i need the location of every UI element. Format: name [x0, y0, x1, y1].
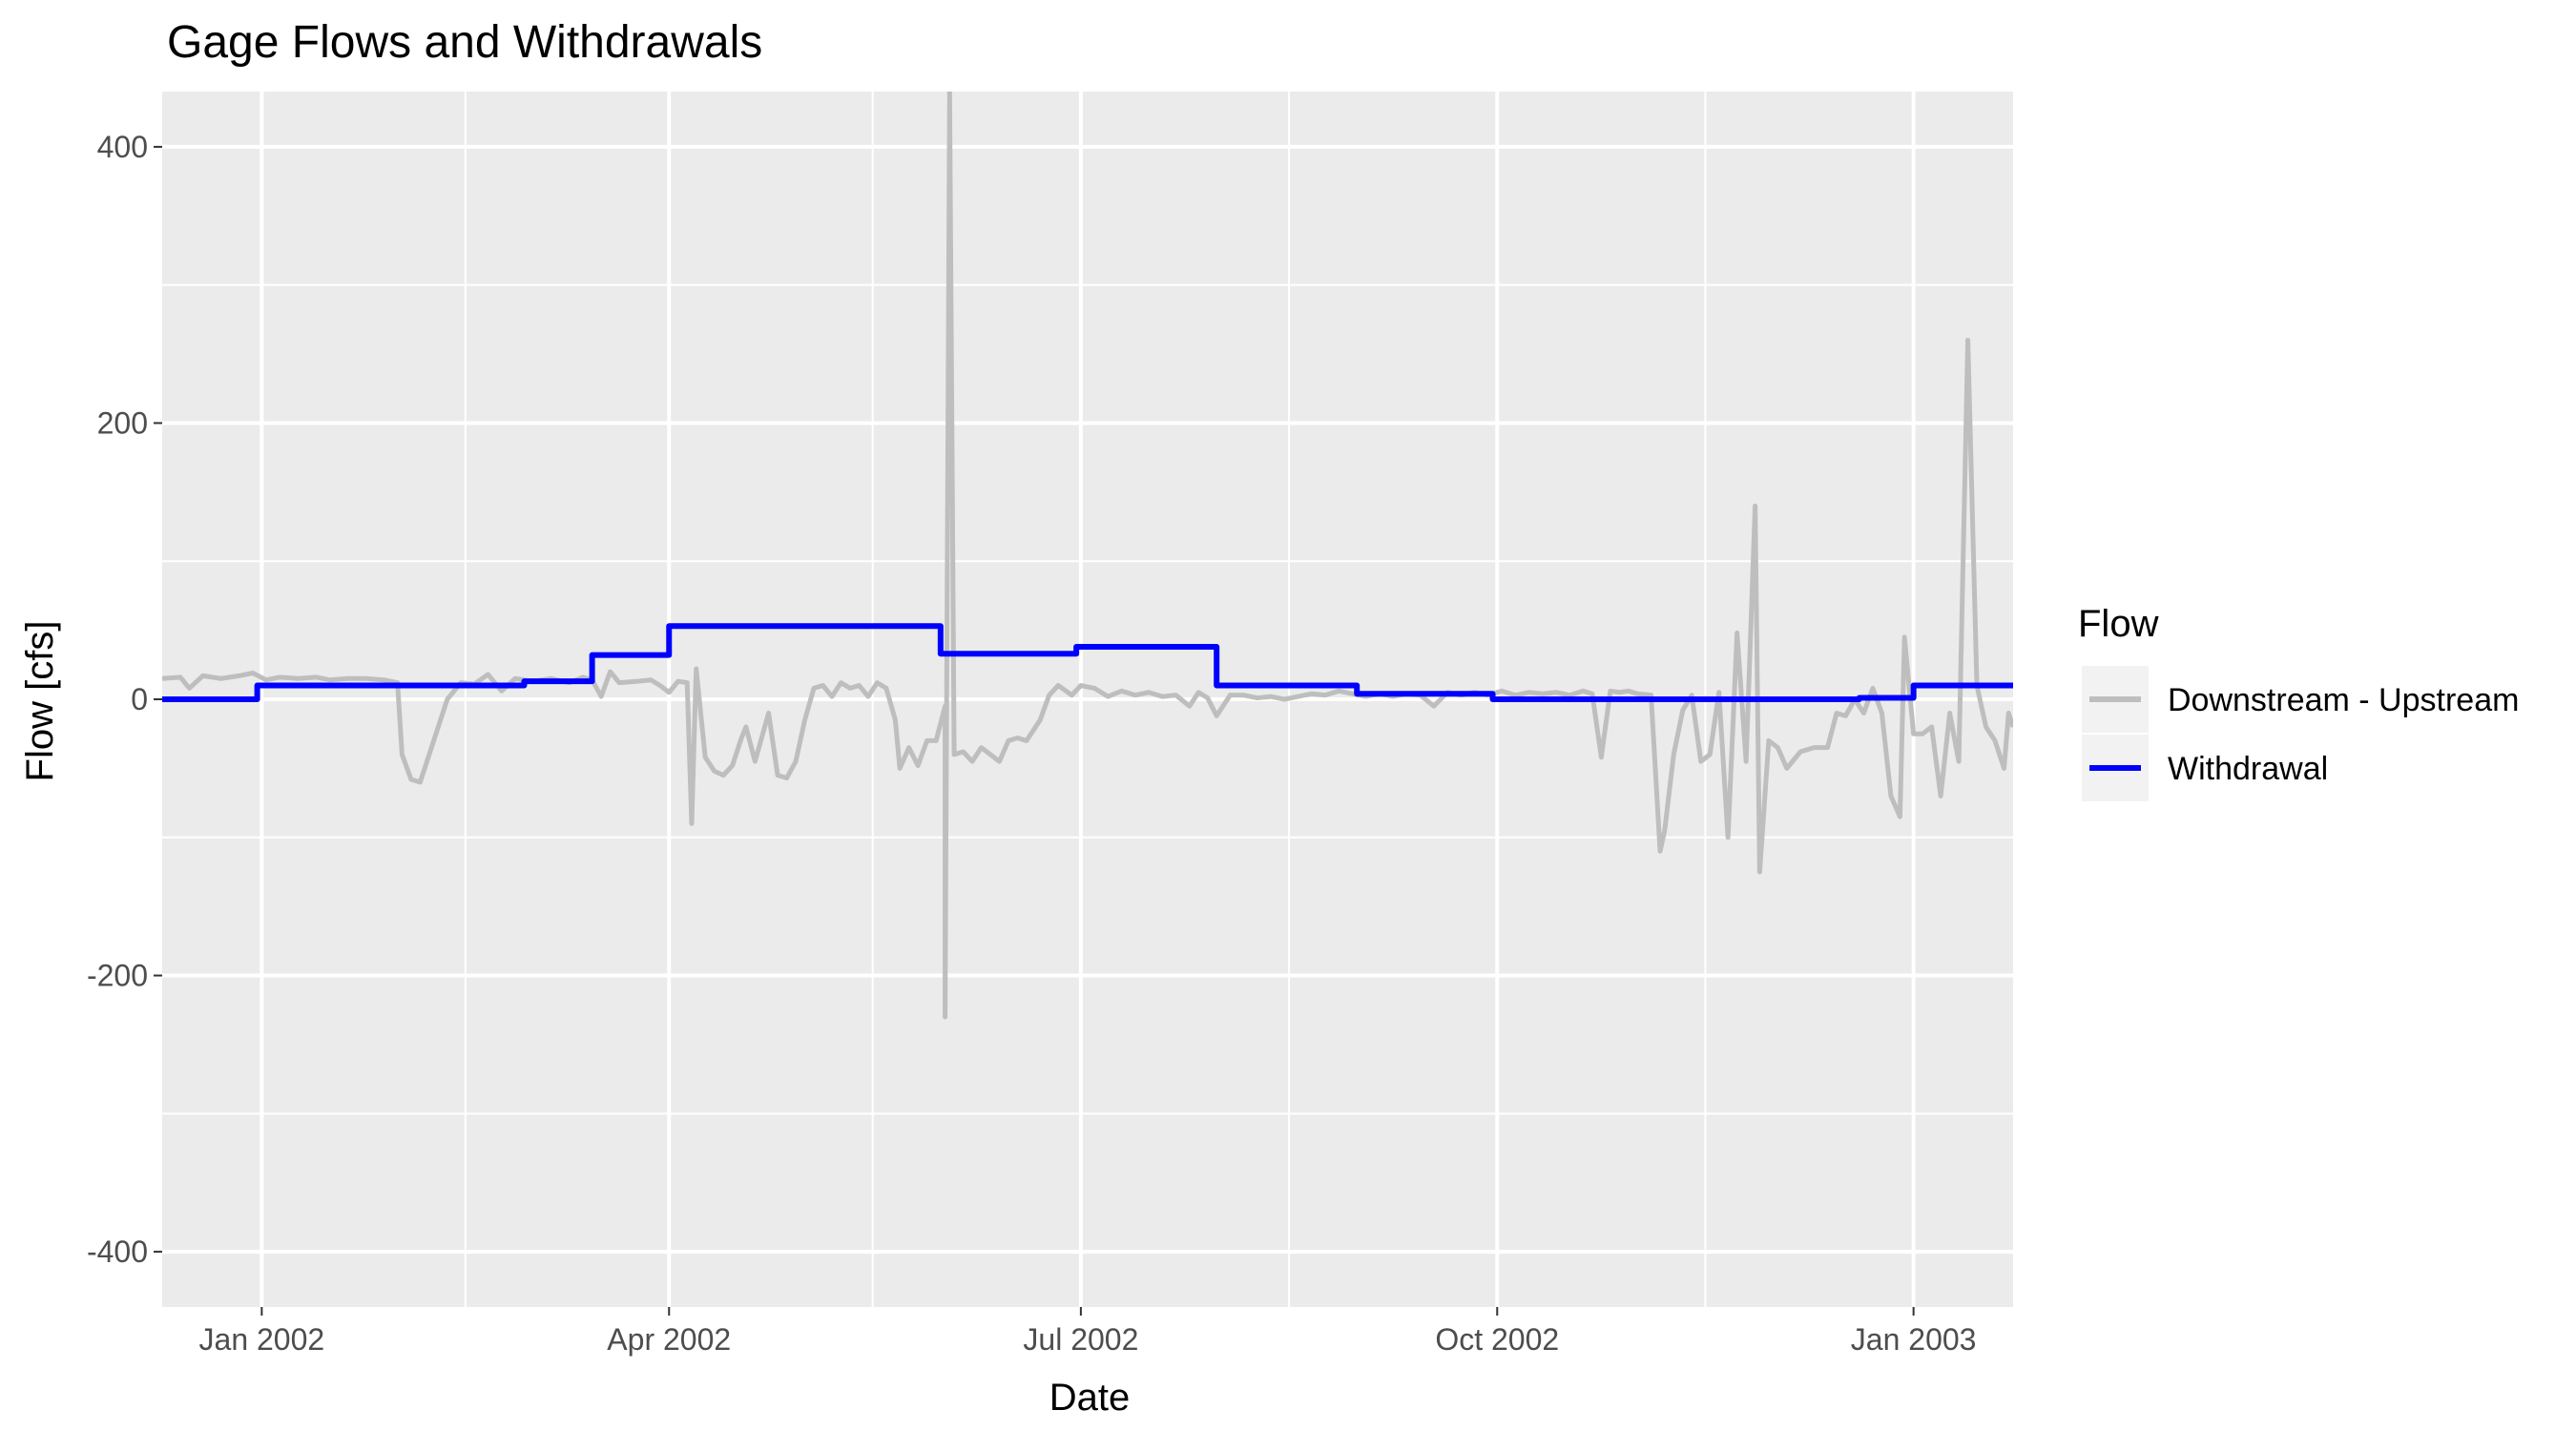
series-line-withdrawal	[162, 623, 2013, 702]
grid-major	[162, 92, 2013, 1307]
x-tick-label-3: Oct 2002	[1435, 1322, 1559, 1357]
x-axis-title: Date	[1049, 1377, 1131, 1419]
x-tick-label-1: Apr 2002	[607, 1322, 731, 1357]
y-tick-label-2: 0	[131, 682, 148, 716]
legend-label-downstream-upstream: Downstream - Upstream	[2168, 682, 2519, 718]
y-axis: 400 200 0 -200 -400	[87, 130, 162, 1269]
x-tick-label-4: Jan 2003	[1851, 1322, 1977, 1357]
y-axis-title: Flow [cfs]	[19, 621, 61, 782]
y-tick-label-3: -200	[87, 959, 148, 993]
x-tick-label-0: Jan 2002	[199, 1322, 325, 1357]
y-tick-label-1: 200	[97, 405, 148, 440]
legend-title: Flow	[2078, 603, 2159, 645]
chart-title: Gage Flows and Withdrawals	[167, 17, 762, 68]
series-layer	[162, 92, 2013, 1020]
legend-label-withdrawal: Withdrawal	[2168, 751, 2328, 787]
y-tick-label-4: -400	[87, 1234, 148, 1269]
x-tick-label-2: Jul 2002	[1023, 1322, 1138, 1357]
y-tick-label-0: 400	[97, 130, 148, 164]
x-axis: Jan 2002 Apr 2002 Jul 2002 Oct 2002 Jan 2003	[199, 1307, 1977, 1357]
legend: Flow Downstream - Upstream Withdrawal	[2078, 603, 2519, 801]
